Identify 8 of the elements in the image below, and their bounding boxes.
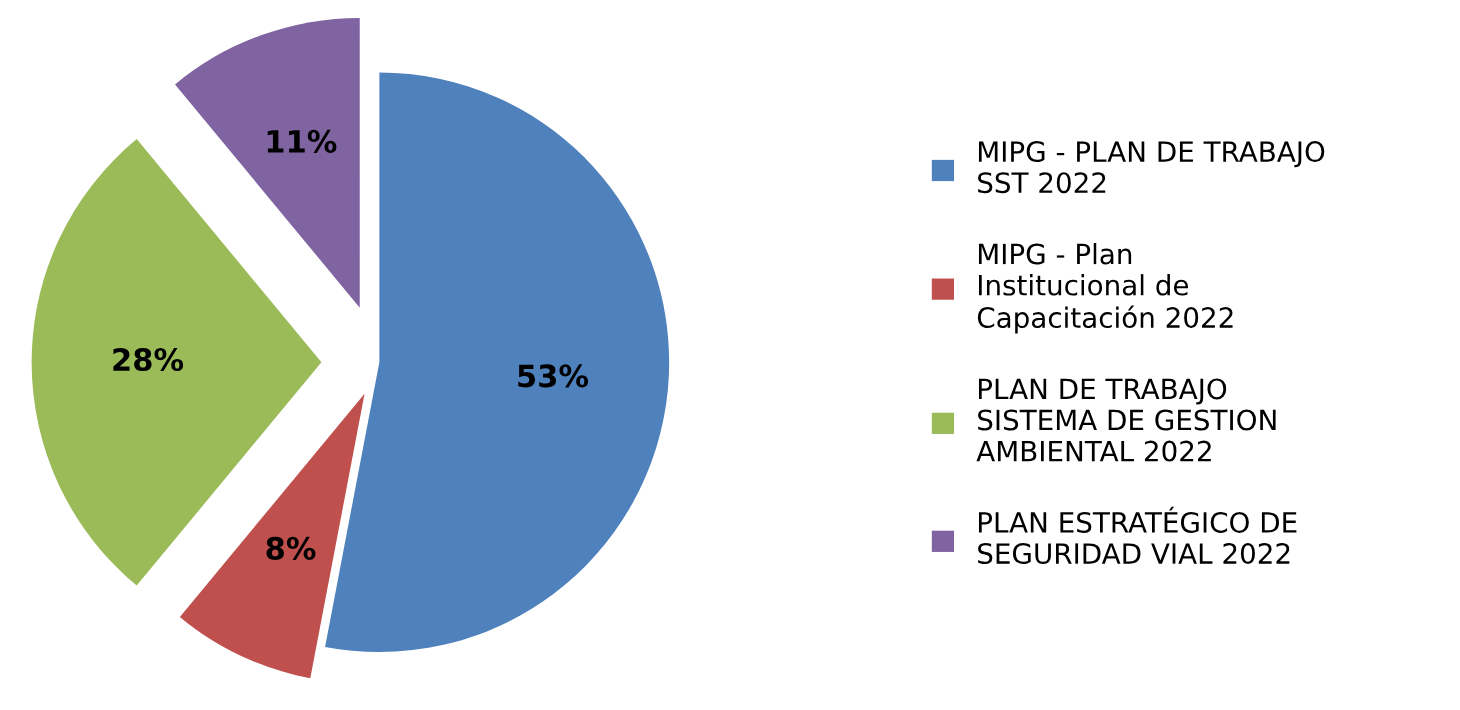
legend-label: MIPG - PLAN DE TRABAJO SST 2022: [978, 141, 1325, 194]
legend-label: PLAN DE TRABAJO SISTEMA DE GESTION AMBIENTAL 2022: [976, 378, 1276, 462]
legend-label: MIPG - Plan Institucional de Capacitación 2022: [977, 243, 1233, 334]
data-label: 8%: [266, 536, 316, 560]
data-label: 53%: [518, 364, 589, 388]
data-label: 28%: [113, 348, 184, 372]
data-label: 11%: [267, 129, 337, 153]
legend-label: PLAN ESTRATÉGICO DE SEGURIDAD VIAL 2022: [978, 506, 1297, 565]
